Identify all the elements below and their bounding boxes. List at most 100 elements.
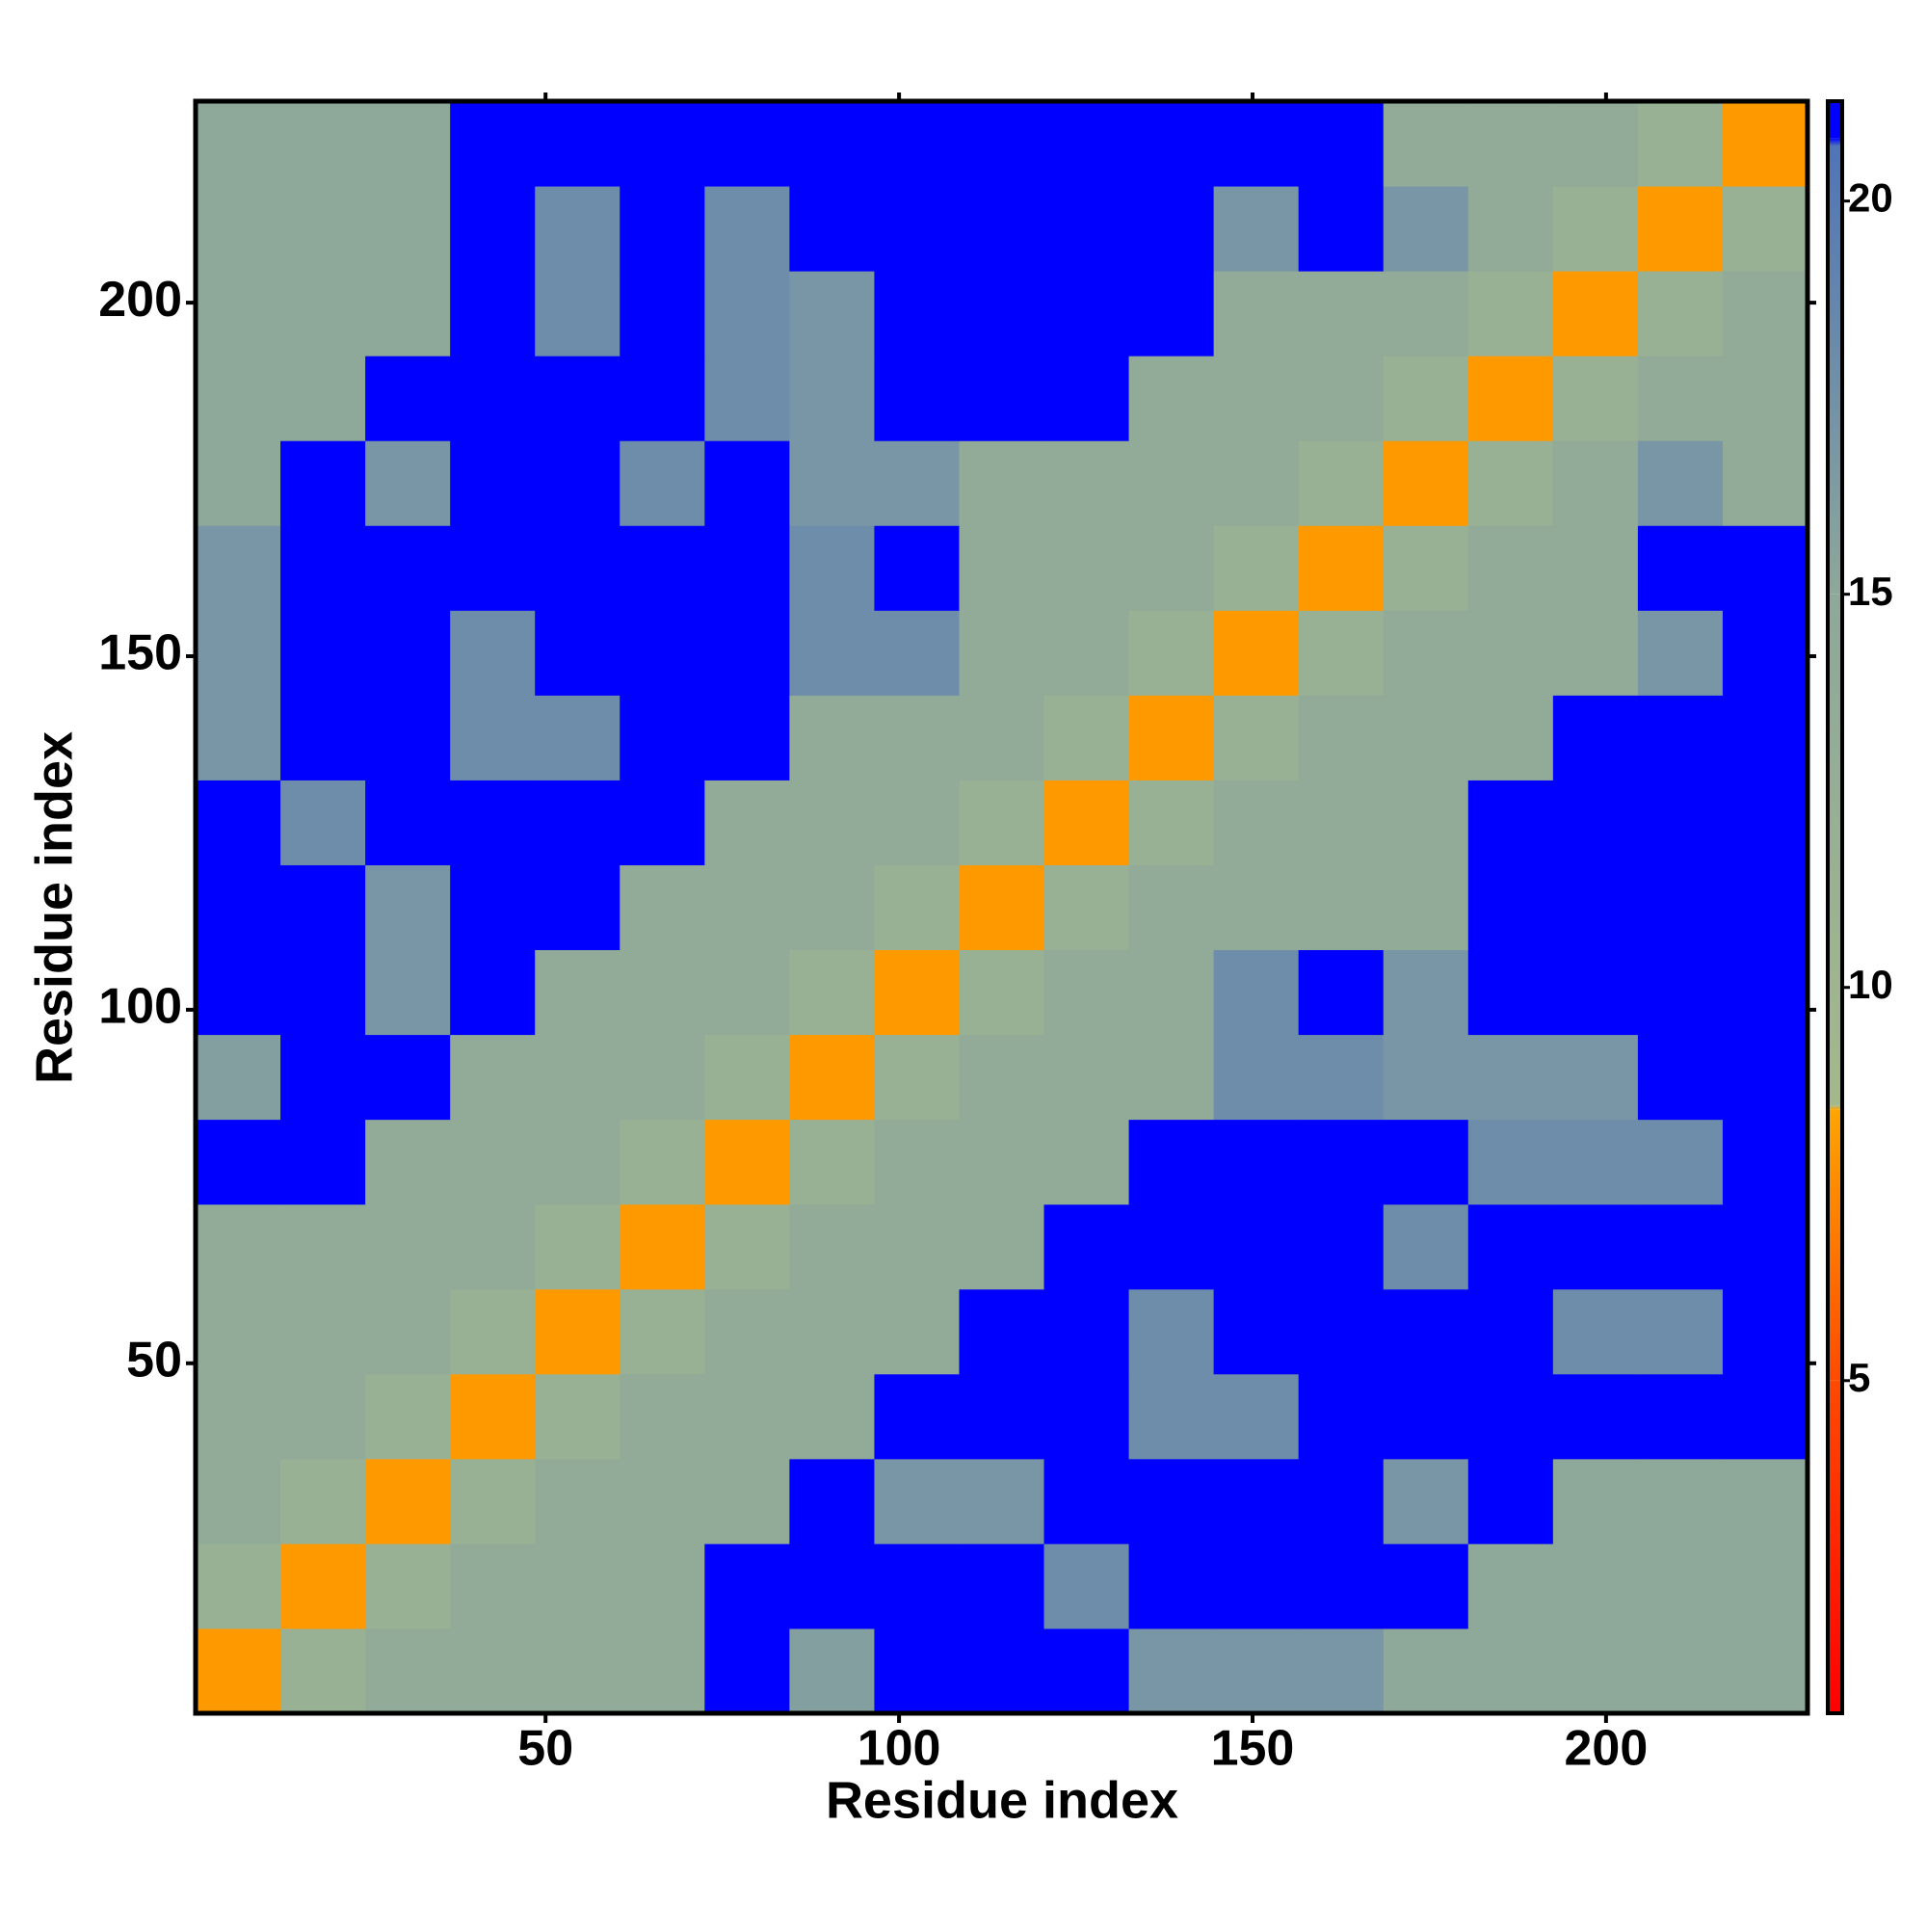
heatmap-cell [620,949,705,1036]
heatmap-cell [196,864,281,951]
heatmap-cell [959,949,1045,1036]
heatmap-cell [1043,525,1130,611]
y-tick-label: 100 [98,979,182,1035]
heatmap-cell [1043,1119,1130,1205]
heatmap-cell [874,186,960,272]
heatmap-cell [1383,525,1469,611]
heatmap-cell [196,1034,281,1121]
heatmap-cell [1722,1119,1808,1205]
heatmap-cell [959,101,1045,187]
heatmap-cell [959,780,1045,865]
heatmap-cell [704,864,790,951]
heatmap-cell [704,271,790,357]
heatmap-cell [1043,186,1130,272]
heatmap-cell [450,1204,536,1290]
heatmap-cell [1383,864,1469,951]
heatmap-cell [365,695,451,781]
heatmap-cell [789,610,875,696]
heatmap-cell [1383,1628,1469,1714]
heatmap-cell [1722,1034,1808,1121]
heatmap-cell [620,1628,705,1714]
heatmap-cell [1637,356,1724,441]
heatmap-cell [1383,186,1469,272]
heatmap-cell [1722,101,1808,187]
heatmap-cell [1722,271,1808,357]
heatmap-cell [280,1628,366,1714]
heatmap-cell [789,1628,875,1714]
heatmap-cell [704,949,790,1036]
heatmap-cell [1467,1288,1554,1375]
heatmap-cell [280,1288,366,1375]
heatmap-cell [620,1119,705,1205]
heatmap-cell [1213,1288,1300,1375]
heatmap-cell [280,610,366,696]
heatmap-cell [704,1373,790,1460]
heatmap-cell [450,864,536,951]
heatmap-cell [1298,1204,1385,1290]
heatmap-cell [535,1458,620,1545]
heatmap-cell [1637,1458,1724,1545]
heatmap-cell [620,1373,705,1460]
heatmap-cell [450,1034,536,1121]
heatmap-cell [365,440,451,526]
heatmap-cell [535,695,620,781]
heatmap-cell [1043,695,1130,781]
heatmap-cell [620,1458,705,1545]
heatmap-cell [535,1034,620,1121]
heatmap-cell [874,949,960,1036]
heatmap-cell [789,271,875,357]
heatmap-cell [874,1373,960,1460]
heatmap-cell [1298,695,1385,781]
heatmap-cell [1552,949,1639,1036]
colorbar-frame [1826,99,1844,1715]
heatmap-cell [1383,101,1469,187]
heatmap-cell [1213,695,1300,781]
heatmap-cell [1043,1034,1130,1121]
heatmap-cell [535,1628,620,1714]
heatmap-cell [365,1288,451,1375]
heatmap-cell [704,1204,790,1290]
heatmap-cell [196,525,281,611]
colorbar-segment [1828,138,1842,146]
heatmap-cell [1722,525,1808,611]
heatmap-cell [450,440,536,526]
heatmap-cell [959,1204,1045,1290]
heatmap-cell [1467,186,1554,272]
colorbar-tick-label: 10 [1848,962,1893,1007]
heatmap-cell [874,1119,960,1205]
heatmap-cell [789,186,875,272]
x-tick-label: 50 [517,1721,573,1777]
colorbar-segment [1828,146,1842,595]
heatmap-cell [789,1119,875,1205]
heatmap-cell [1637,610,1724,696]
heatmap-cell [1637,525,1724,611]
heatmap-cell [450,780,536,865]
heatmap-cell [1552,780,1639,865]
heatmap-cell [1637,440,1724,526]
heatmap-cell [1552,186,1639,272]
heatmap-cell [874,1458,960,1545]
heatmap-cell [535,1204,620,1290]
heatmap-cell [874,440,960,526]
heatmap-cell [196,1204,281,1290]
heatmap-cell [1213,610,1300,696]
heatmap-cell [1637,186,1724,272]
heatmap-cell [1467,864,1554,951]
heatmap-cell [1467,1034,1554,1121]
heatmap-cell [789,864,875,951]
heatmap-cell [365,1034,451,1121]
heatmap-cell [959,1119,1045,1205]
heatmap-cell [959,695,1045,781]
heatmap-cell [1043,440,1130,526]
heatmap-cell [1043,1373,1130,1460]
heatmap-cell [1467,949,1554,1036]
y-tick-label: 200 [98,272,182,328]
heatmap-cell [1467,610,1554,696]
heatmap-cell [365,271,451,357]
heatmap-cell [874,695,960,781]
heatmap-cell [535,271,620,357]
heatmap-cell [1298,949,1385,1036]
heatmap-cell [280,356,366,441]
heatmap-cell [704,1034,790,1121]
